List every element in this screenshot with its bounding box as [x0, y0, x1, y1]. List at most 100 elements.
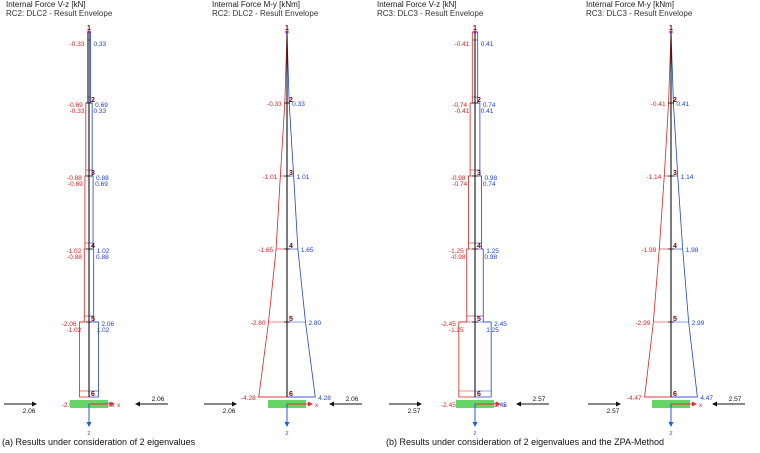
panel-1-header: Internal Force V-z [kN] RC2: DLC2 - Resu… [6, 0, 112, 18]
neg-value-label: -0.41 [454, 108, 469, 115]
neg-value-label: -0.69 [68, 181, 83, 188]
node-number: 2 [477, 97, 481, 104]
z-axis-label: z [87, 430, 90, 435]
caption-a: (a) Results under consideration of 2 eig… [2, 437, 196, 447]
node-number: 6 [673, 391, 677, 398]
negative-envelope [79, 31, 89, 398]
neg-value-label: -2.45 [441, 321, 456, 328]
z-axis-arrow-icon [668, 422, 674, 427]
node-number: 5 [477, 316, 481, 323]
node-number: 3 [673, 170, 677, 177]
pos-value-label: 0.33 [292, 101, 305, 108]
pos-value-label: 1.98 [686, 247, 699, 254]
pos-value-label: 0.69 [95, 102, 108, 109]
neg-value-label: -0.41 [651, 101, 666, 108]
node-number: 6 [289, 391, 293, 398]
x-axis-arrow-icon [692, 401, 697, 407]
base-force-right-arrow-icon [329, 401, 334, 407]
pos-value-label: 1.02 [97, 327, 110, 334]
force-diagrams: -0.33 -0.33 0.33 0.33 -0.69 -0.69 0.69 0.69 -0.8… [4, 25, 745, 435]
pos-value-label: 0.98 [484, 175, 497, 182]
node-number: 3 [289, 170, 293, 177]
neg-value-label: -0.74 [452, 181, 467, 188]
neg-value-label: -1.02 [66, 248, 81, 255]
pos-value-label: 0.88 [96, 175, 109, 182]
top-node-marker [669, 30, 673, 34]
panel-2-header: Internal Force M-y [kNm] RC2: DLC2 - Res… [212, 0, 318, 18]
x-axis-arrow-icon [110, 401, 115, 407]
neg-value-label: -0.98 [451, 175, 466, 182]
base-force-right-value: 2.57 [729, 396, 742, 403]
pos-value-label: 0.69 [95, 181, 108, 188]
node-number: 1 [87, 25, 91, 32]
neg-value-label: -1.25 [449, 248, 464, 255]
base-force-left-arrow-icon [232, 401, 237, 407]
top-node-marker [285, 30, 289, 34]
pos-value-label: 0.41 [676, 101, 689, 108]
neg-value-label: -1.65 [258, 247, 273, 254]
node-number: 3 [91, 170, 95, 177]
z-axis-label: z [669, 430, 672, 435]
neg-value-label: -2.99 [636, 320, 651, 327]
pos-value-label: 0.41 [481, 41, 494, 48]
node-number: 5 [91, 316, 95, 323]
pos-value-label: 1.02 [97, 248, 110, 255]
base-force-right-value: 2.57 [533, 396, 546, 403]
neg-value-label: -0.88 [67, 254, 82, 261]
panel-3-subtitle: RC3: DLC3 - Result Envelope [377, 9, 484, 18]
neg-value-label: -1.02 [66, 327, 81, 334]
x-axis-label: x [315, 402, 319, 409]
pos-value-label: 1.25 [486, 248, 499, 255]
node-number: 6 [91, 391, 95, 398]
neg-value-label: -1.25 [449, 327, 464, 334]
pos-value-label: 4.28 [318, 395, 331, 402]
node-number: 1 [285, 25, 289, 32]
base-force-right-arrow-icon [135, 401, 140, 407]
neg-value-label: -1.99 [641, 247, 656, 254]
pos-value-label: 2.99 [692, 320, 705, 327]
panel-1-diagram: -0.33 -0.33 0.33 0.33 -0.69 -0.69 0.69 0.69 -0.8… [4, 25, 168, 435]
pos-value-label: 0.98 [484, 254, 497, 261]
node-number: 5 [673, 316, 677, 323]
pos-value-label: 4.47 [700, 395, 713, 402]
z-axis-label: z [473, 430, 476, 435]
pos-value-label: 0.41 [481, 108, 494, 115]
neg-value-label: -0.88 [67, 175, 82, 182]
node-number: 2 [91, 97, 95, 104]
z-axis-arrow-icon [284, 422, 290, 427]
z-axis-arrow-icon [86, 422, 92, 427]
x-axis-arrow-icon [496, 401, 501, 407]
panel-2-title: Internal Force M-y [kNm] [212, 0, 301, 9]
panel-4-header: Internal Force M-y [kNm] RC3: DLC3 - Res… [586, 0, 692, 18]
node-number: 4 [477, 243, 481, 250]
z-axis-arrow-icon [472, 422, 478, 427]
positive-envelope [670, 31, 698, 398]
panel-1-title: Internal Force V-z [kN] [6, 0, 86, 9]
panel-3-header: Internal Force V-z [kN] RC3: DLC3 - Resu… [377, 0, 483, 18]
base-force-right-arrow-icon [712, 401, 717, 407]
pos-value-label: 2.06 [101, 321, 114, 328]
x-axis-label: x [117, 402, 121, 409]
node-number: 4 [289, 243, 293, 250]
node-number: 1 [669, 25, 673, 32]
neg-value-label: -1.01 [263, 174, 278, 181]
panel-1-subtitle: RC2: DLC2 - Result Envelope [6, 9, 113, 18]
pos-value-label: 0.33 [94, 41, 107, 48]
base-force-left-value: 2.06 [23, 408, 36, 415]
base-force-right-value: 2.06 [152, 396, 165, 403]
z-axis-label: z [285, 430, 288, 435]
negative-envelope [458, 31, 475, 398]
base-force-right-value: 2.06 [346, 396, 359, 403]
base-force-left-value: 2.57 [607, 408, 620, 415]
neg-value-label: -0.33 [70, 108, 85, 115]
panel-3-title: Internal Force V-z [kN] [377, 0, 457, 9]
top-node-marker [473, 30, 477, 34]
pos-value-label: 1.65 [301, 247, 314, 254]
positive-envelope [89, 31, 99, 398]
positive-envelope [286, 31, 316, 398]
neg-value-label: -2.80 [251, 320, 266, 327]
pos-value-label: 0.88 [96, 254, 109, 261]
neg-value-label: -1.14 [646, 174, 661, 181]
pos-value-label: 1.14 [681, 174, 694, 181]
neg-value-label: -4.28 [241, 395, 256, 402]
